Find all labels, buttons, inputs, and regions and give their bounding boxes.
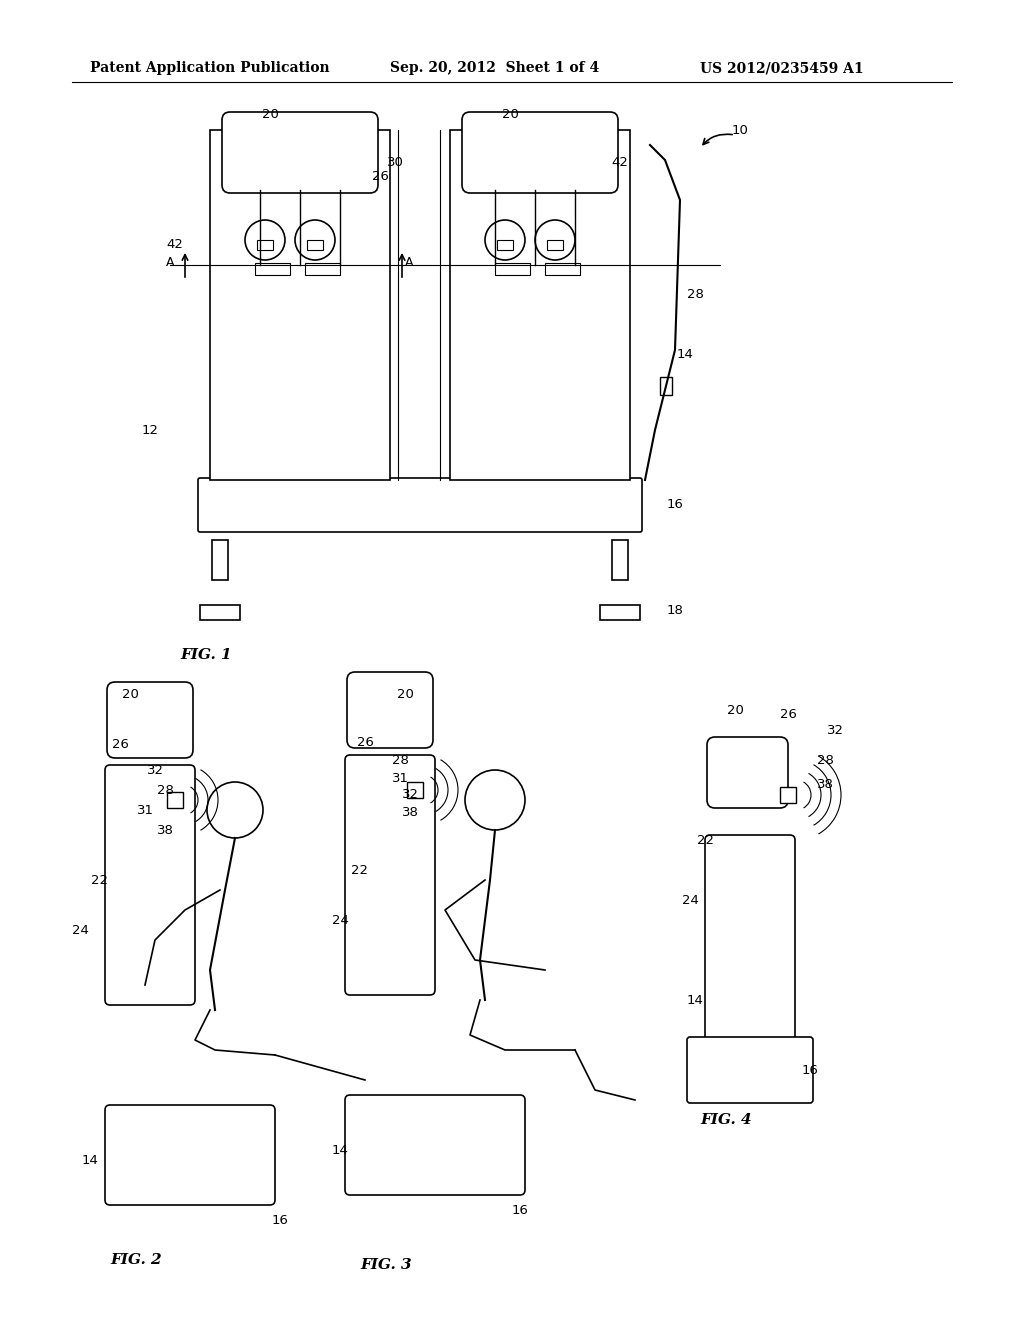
Bar [167, 792, 183, 808]
Text: 30: 30 [387, 157, 403, 169]
Text: 16: 16 [667, 499, 683, 511]
Bar [547, 240, 563, 249]
Text: 18: 18 [667, 603, 683, 616]
Bar [660, 378, 672, 395]
Bar [255, 263, 290, 275]
Text: 26: 26 [372, 170, 388, 183]
Text: Sep. 20, 2012  Sheet 1 of 4: Sep. 20, 2012 Sheet 1 of 4 [390, 61, 599, 75]
Text: FIG. 2: FIG. 2 [110, 1253, 162, 1267]
Bar [780, 787, 796, 803]
Text: 20: 20 [727, 704, 743, 717]
Text: 24: 24 [72, 924, 88, 936]
Bar [210, 129, 390, 480]
Text: 14: 14 [677, 348, 693, 362]
Text: 22: 22 [351, 863, 369, 876]
Text: 32: 32 [401, 788, 419, 801]
Text: 38: 38 [157, 824, 173, 837]
Text: 22: 22 [91, 874, 109, 887]
Text: 42: 42 [611, 157, 629, 169]
Text: A: A [406, 256, 414, 268]
Text: A: A [166, 256, 174, 268]
Bar [407, 781, 423, 799]
Text: 20: 20 [396, 689, 414, 701]
Text: 26: 26 [356, 735, 374, 748]
Text: 20: 20 [502, 108, 518, 121]
Text: 24: 24 [332, 913, 348, 927]
Text: 12: 12 [141, 424, 159, 437]
Text: 32: 32 [146, 763, 164, 776]
Bar [495, 263, 530, 275]
Text: 38: 38 [816, 779, 834, 792]
FancyBboxPatch shape [345, 1096, 525, 1195]
FancyBboxPatch shape [198, 478, 642, 532]
Text: 28: 28 [686, 289, 703, 301]
Bar [545, 263, 580, 275]
Text: 10: 10 [731, 124, 749, 136]
Bar [305, 263, 340, 275]
FancyBboxPatch shape [105, 1105, 275, 1205]
Text: 38: 38 [401, 805, 419, 818]
FancyBboxPatch shape [105, 766, 195, 1005]
Text: FIG. 3: FIG. 3 [360, 1258, 412, 1272]
Text: 31: 31 [136, 804, 154, 817]
Text: 26: 26 [779, 709, 797, 722]
Text: 24: 24 [682, 894, 698, 907]
Text: FIG. 4: FIG. 4 [700, 1113, 752, 1127]
Text: 20: 20 [122, 689, 138, 701]
Bar [200, 605, 240, 620]
Text: US 2012/0235459 A1: US 2012/0235459 A1 [700, 61, 863, 75]
Text: 32: 32 [826, 723, 844, 737]
FancyBboxPatch shape [462, 112, 618, 193]
Text: 16: 16 [802, 1064, 818, 1077]
Bar [257, 240, 273, 249]
Bar [600, 605, 640, 620]
FancyBboxPatch shape [707, 737, 788, 808]
Text: 14: 14 [82, 1154, 98, 1167]
Text: 20: 20 [261, 108, 279, 121]
Text: 14: 14 [686, 994, 703, 1006]
FancyBboxPatch shape [345, 755, 435, 995]
Bar [307, 240, 323, 249]
Text: 16: 16 [512, 1204, 528, 1217]
FancyBboxPatch shape [106, 682, 193, 758]
Text: Patent Application Publication: Patent Application Publication [90, 61, 330, 75]
Text: 42: 42 [167, 239, 183, 252]
Text: 28: 28 [157, 784, 173, 796]
Text: 16: 16 [271, 1213, 289, 1226]
Bar [212, 540, 228, 579]
FancyBboxPatch shape [347, 672, 433, 748]
FancyBboxPatch shape [705, 836, 795, 1045]
Text: 28: 28 [816, 754, 834, 767]
Text: 22: 22 [696, 833, 714, 846]
Text: FIG. 1: FIG. 1 [180, 648, 231, 663]
FancyBboxPatch shape [222, 112, 378, 193]
Text: 14: 14 [332, 1143, 348, 1156]
Bar [450, 129, 630, 480]
Bar [612, 540, 628, 579]
Text: 31: 31 [391, 771, 409, 784]
FancyBboxPatch shape [687, 1038, 813, 1104]
Bar [497, 240, 513, 249]
Text: 28: 28 [391, 754, 409, 767]
Text: 26: 26 [112, 738, 128, 751]
